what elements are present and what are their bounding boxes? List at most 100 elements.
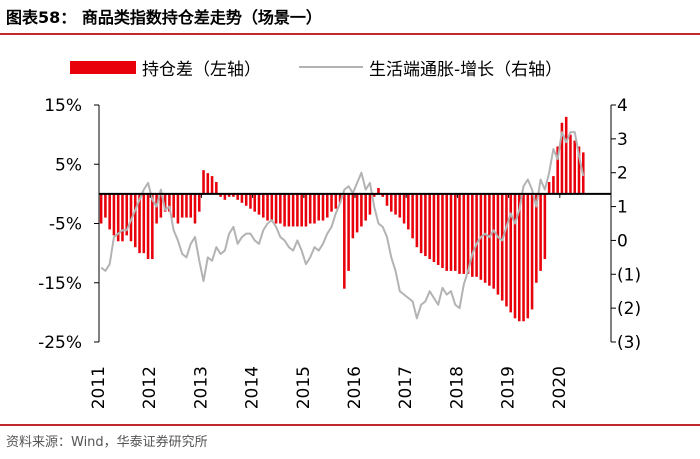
bar-mark (125, 193, 129, 236)
bar-mark (462, 193, 466, 274)
legend-swatch-line (299, 66, 363, 68)
left-axis-tick-label: 15% (44, 96, 82, 116)
bar-mark (407, 193, 410, 230)
bar-mark (569, 134, 572, 194)
bar-mark (577, 146, 581, 194)
line-series-inflation-growth (100, 131, 585, 320)
bar-mark (522, 193, 525, 322)
bar-mark (385, 193, 389, 206)
bar-mark (116, 193, 120, 242)
bar-mark (197, 193, 201, 212)
bar-mark (261, 193, 265, 218)
legend-label-bar: 持仓差（左轴） (142, 59, 261, 80)
x-axis-tick-label: 2018 (447, 366, 467, 409)
bar-mark (151, 193, 154, 260)
bar-mark (121, 193, 124, 242)
bar-mark (552, 176, 555, 194)
bar-mark (573, 140, 577, 194)
bar-mark (257, 193, 261, 215)
footer-divider (0, 424, 700, 426)
bar-mark (189, 193, 193, 218)
bar-mark (104, 193, 107, 218)
bar-mark (172, 193, 175, 218)
bar-mark (291, 193, 295, 227)
bar-mark (232, 193, 235, 197)
x-axis-tick-label: 2012 (140, 366, 160, 409)
bar-mark (206, 173, 210, 194)
bar-mark (155, 193, 158, 224)
bar-mark (505, 193, 508, 307)
bar-mark (394, 193, 397, 215)
bar-mark (133, 193, 137, 248)
bar-mark (411, 193, 414, 239)
bar-mark (236, 193, 239, 200)
bar-mark (535, 193, 538, 283)
bar-mark (244, 193, 248, 206)
bar-mark (253, 193, 257, 212)
x-axis-tick-label: 2016 (345, 366, 365, 409)
x-axis-tick-label: 2015 (294, 366, 314, 409)
right-axis-tick-label: 2 (617, 164, 628, 184)
right-axis-tick-label: (3) (617, 333, 641, 353)
bar-mark (458, 193, 461, 274)
bar-mark (142, 193, 146, 254)
bar-mark (466, 193, 470, 274)
bar-mark (304, 193, 308, 227)
bar-mark (419, 193, 423, 254)
bar-mark (398, 193, 402, 218)
bar-mark (283, 193, 286, 227)
bar-mark (377, 187, 380, 194)
x-axis-tick-label: 2019 (499, 366, 519, 409)
bar-mark (193, 193, 197, 224)
legend-item-line: 生活端通胀-增长（右轴） (299, 55, 562, 80)
right-axis-tick-label: 0 (617, 231, 628, 251)
bar-mark (539, 193, 542, 271)
x-axis-tick-label: 2011 (89, 366, 109, 409)
left-axis-tick-label: -15% (38, 274, 82, 294)
bar-mark (313, 193, 316, 224)
bar-mark (402, 193, 406, 224)
bar-mark (279, 193, 282, 224)
bar-mark (415, 193, 419, 248)
bar-mark (168, 193, 171, 212)
bar-mark (517, 193, 521, 322)
bar-mark (441, 193, 444, 268)
right-axis-tick-label: (2) (617, 299, 641, 319)
bar-mark (202, 170, 205, 194)
bar-mark (334, 193, 338, 209)
bar-mark (287, 193, 291, 227)
bar-mark (146, 193, 150, 260)
bar-mark (500, 193, 504, 301)
right-axis-tick-label: 4 (617, 96, 628, 116)
bar-mark (556, 146, 559, 194)
bar-mark (325, 193, 329, 218)
bar-mark (428, 193, 431, 260)
bar-mark (530, 193, 534, 310)
bar-mark (343, 193, 346, 289)
source-note: 资料来源：Wind，华泰证券研究所 (6, 435, 208, 450)
bar-mark (453, 193, 457, 271)
bar-mark (215, 182, 218, 194)
bar-mark (210, 176, 214, 194)
right-axis-tick-label: 1 (617, 198, 628, 218)
figure-title: 图表58： 商品类指数持仓差走势（场景一） (6, 8, 322, 27)
bar-mark (219, 193, 222, 197)
bar-mark (424, 193, 427, 257)
bar-mark (560, 122, 564, 194)
left-axis-tick-label: -5% (49, 215, 82, 235)
bar-mark (321, 193, 325, 221)
legend-swatch-bar (70, 60, 136, 74)
bar-mark (176, 193, 180, 224)
bar-mark (372, 193, 376, 197)
bar-mark (543, 193, 547, 260)
x-axis-tick-label: 2013 (191, 366, 211, 409)
bar-mark (296, 193, 299, 227)
bar-mark (180, 193, 184, 218)
bar-mark (496, 193, 500, 295)
bar-mark (360, 193, 363, 227)
bar-mark (138, 193, 141, 254)
bar-mark (368, 193, 372, 215)
bar-mark (338, 193, 342, 203)
bar-mark (492, 193, 495, 289)
